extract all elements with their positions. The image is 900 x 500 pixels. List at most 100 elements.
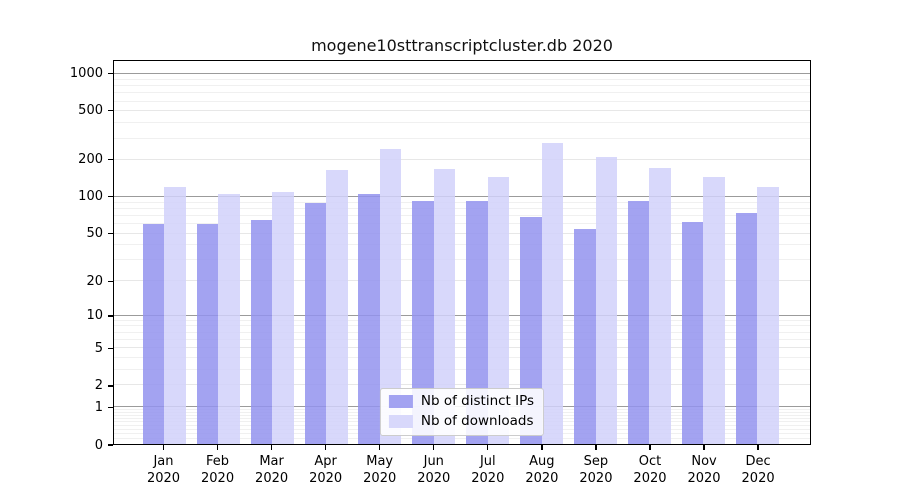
ytick-mark-0 <box>108 444 113 446</box>
bar-distinct-ips-may <box>358 194 380 444</box>
xtick-mark-oct <box>649 445 651 450</box>
ytick-mark-10 <box>108 315 113 317</box>
gridline-minor <box>114 325 810 327</box>
gridline-minor <box>114 92 810 94</box>
xtick-mark-aug <box>541 445 543 450</box>
gridline-minor <box>114 338 810 340</box>
legend-label-distinct-ips: Nb of distinct IPs <box>420 393 535 409</box>
gridline-minor <box>114 244 810 246</box>
xtick-label-mar: Mar 2020 <box>255 454 289 486</box>
legend: Nb of distinct IPs Nb of downloads <box>379 388 545 436</box>
gridline-1000 <box>114 73 810 75</box>
ytick-mark-100 <box>108 196 113 198</box>
gridline-5 <box>114 347 810 349</box>
ytick-label-100: 100 <box>78 189 103 205</box>
bar-downloads-apr <box>326 170 348 444</box>
ytick-label-200: 200 <box>78 152 103 168</box>
ytick-label-0: 0 <box>94 437 103 453</box>
ytick-label-1: 1 <box>94 400 103 416</box>
ytick-mark-500 <box>108 109 113 112</box>
ytick-mark-50 <box>108 232 113 235</box>
xtick-mark-jan <box>162 445 165 450</box>
chart-title: mogene10sttranscriptcluster.db 2020 <box>311 36 613 55</box>
xtick-mark-jul <box>487 445 489 450</box>
xtick-mark-feb <box>216 445 219 450</box>
gridline-minor <box>114 222 810 224</box>
xtick-mark-mar <box>270 445 273 450</box>
ytick-label-10: 10 <box>86 308 103 324</box>
bar-distinct-ips-oct <box>627 201 650 444</box>
ytick-mark-200 <box>108 159 113 161</box>
gridline-minor <box>114 437 810 439</box>
gridline-minor <box>114 122 810 124</box>
ytick-label-20: 20 <box>86 273 103 289</box>
gridline-minor <box>114 78 810 80</box>
bar-downloads-nov <box>703 177 725 444</box>
bar-downloads-oct <box>649 167 671 444</box>
gridline-minor <box>114 137 810 139</box>
xtick-label-jun: Jun 2020 <box>417 454 451 486</box>
ytick-label-2: 2 <box>94 378 103 394</box>
legend-row-downloads: Nb of downloads <box>388 413 534 429</box>
gridline-2 <box>114 384 810 386</box>
ytick-mark-5 <box>108 347 113 350</box>
xtick-label-aug: Aug 2020 <box>525 454 559 486</box>
bar-downloads-feb <box>218 194 240 444</box>
gridline-20 <box>114 280 810 282</box>
ytick-mark-1000 <box>108 72 113 74</box>
ytick-mark-1 <box>108 407 113 409</box>
bar-distinct-ips-jul <box>466 200 488 444</box>
xtick-label-oct: Oct 2020 <box>633 454 667 486</box>
ytick-mark-20 <box>108 280 113 282</box>
ytick-mark-2 <box>108 385 113 387</box>
gridline-minor <box>114 331 810 333</box>
xtick-label-feb: Feb 2020 <box>201 454 235 486</box>
gridline-minor <box>114 259 810 261</box>
bar-distinct-ips-jan <box>142 223 165 444</box>
bar-distinct-ips-feb <box>196 223 219 444</box>
bar-downloads-may <box>379 148 402 444</box>
gridline-minor <box>114 207 810 209</box>
gridline-500 <box>114 110 810 112</box>
xtick-label-jul: Jul 2020 <box>471 454 505 486</box>
bar-distinct-ips-aug <box>520 217 542 444</box>
bar-downloads-jan <box>164 187 186 444</box>
gridline-10 <box>114 314 810 316</box>
xtick-mark-jun <box>433 445 435 450</box>
xtick-label-may: May 2020 <box>363 454 397 486</box>
bar-downloads-jun <box>433 169 456 444</box>
plot-area: Nb of distinct IPs Nb of downloads <box>113 60 811 445</box>
bar-distinct-ips-sep <box>574 228 596 444</box>
xtick-mark-may <box>379 445 381 450</box>
bar-downloads-aug <box>541 142 564 444</box>
xtick-label-jan: Jan 2020 <box>146 454 181 486</box>
gridline-100 <box>114 195 810 197</box>
bar-downloads-mar <box>272 191 294 444</box>
gridline-200 <box>114 159 810 161</box>
ytick-label-50: 50 <box>86 225 103 241</box>
xtick-label-dec: Dec 2020 <box>741 454 775 486</box>
legend-swatch-downloads-icon <box>388 415 413 428</box>
gridline-minor <box>114 214 810 216</box>
bar-downloads-jul <box>487 177 510 444</box>
ytick-label-5: 5 <box>94 341 103 357</box>
gridline-minor <box>114 368 810 370</box>
bar-distinct-ips-apr <box>304 202 327 444</box>
gridline-50 <box>114 232 810 234</box>
gridline-minor <box>114 201 810 203</box>
gridline-minor <box>114 319 810 321</box>
xtick-mark-sep <box>595 445 597 450</box>
ytick-label-500: 500 <box>78 103 103 118</box>
xtick-label-sep: Sep 2020 <box>579 454 613 486</box>
xtick-label-nov: Nov 2020 <box>687 454 721 486</box>
legend-swatch-distinct-ips-icon <box>388 395 413 408</box>
bar-distinct-ips-jun <box>412 200 434 444</box>
bar-downloads-sep <box>595 157 618 444</box>
xtick-mark-nov <box>703 445 705 450</box>
bar-distinct-ips-mar <box>250 219 273 444</box>
xtick-mark-apr <box>325 445 327 450</box>
bar-downloads-dec <box>757 186 779 444</box>
xtick-mark-dec <box>757 445 759 450</box>
legend-label-downloads: Nb of downloads <box>420 413 534 429</box>
